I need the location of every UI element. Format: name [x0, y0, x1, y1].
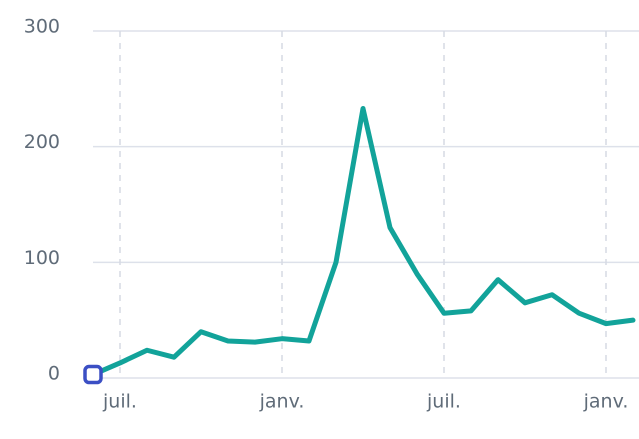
y-tick-label: 200 — [24, 131, 60, 153]
data-line — [90, 105, 636, 378]
x-tick-label: janv. — [259, 391, 305, 413]
x-tick-label: juil. — [102, 391, 137, 413]
x-tick-label: janv. — [583, 391, 629, 413]
point-marker — [83, 364, 103, 385]
y-tick-label: 0 — [48, 363, 60, 385]
x-tick-label: juil. — [426, 391, 461, 413]
y-tick-label: 100 — [24, 247, 60, 269]
y-tick-label: 300 — [24, 16, 60, 38]
